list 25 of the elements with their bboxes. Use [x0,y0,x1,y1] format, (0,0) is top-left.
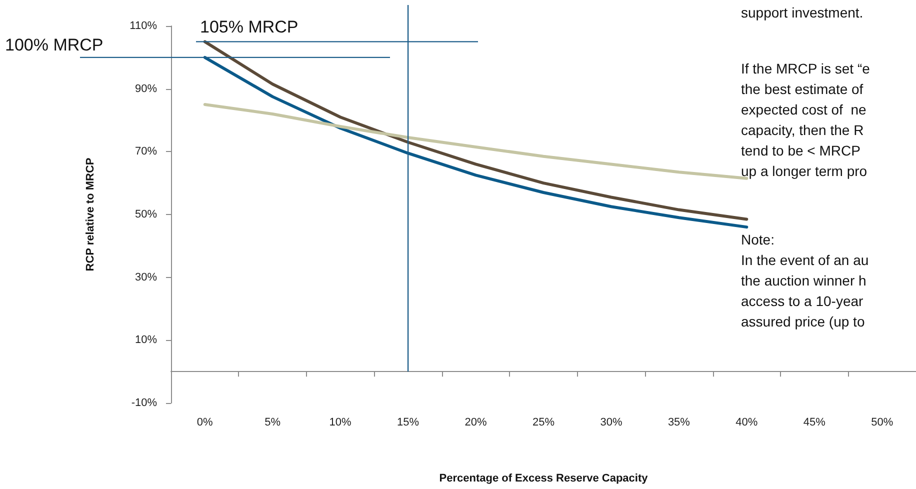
x-tick-label: 15% [397,416,420,428]
x-axis-title: Percentage of Excess Reserve Capacity [439,472,649,484]
annotation: If the MRCP is set “e the best estimate of expected cost of ne capacity, then the R tend to be < MRCP up a longer term pro [741,60,870,179]
x-tick-label: 20% [464,416,487,428]
x-tick-label: 5% [264,416,281,428]
x-tick-label: 10% [329,416,352,428]
y-tick-label: 90% [134,82,158,95]
x-tick-label: 25% [532,416,555,428]
y-tick-label: 30% [134,271,158,284]
y-tick-label: 50% [134,208,158,220]
x-tick-label: 50% [871,416,894,428]
y-axis-title: RCP relative to MRCP [84,158,96,272]
ref-line-label: 100% MRCP [5,35,104,54]
y-tick-label: 10% [134,334,158,346]
y-tick-label: 110% [130,20,158,32]
x-tick-label: 30% [600,416,622,428]
annotation: Note: In the event of an au the auction winner h access to a 10-year assured price (up to [741,231,869,330]
y-tick-label: -10% [131,397,158,409]
ref-line-label: 105% MRCP [200,18,298,37]
x-tick-label: 35% [668,416,690,428]
x-tick-label: 40% [736,416,758,428]
y-tick-label: 70% [134,146,158,158]
x-tick-label: 0% [196,416,214,428]
x-tick-label: 45% [803,416,826,428]
text: support investment. [741,4,864,20]
